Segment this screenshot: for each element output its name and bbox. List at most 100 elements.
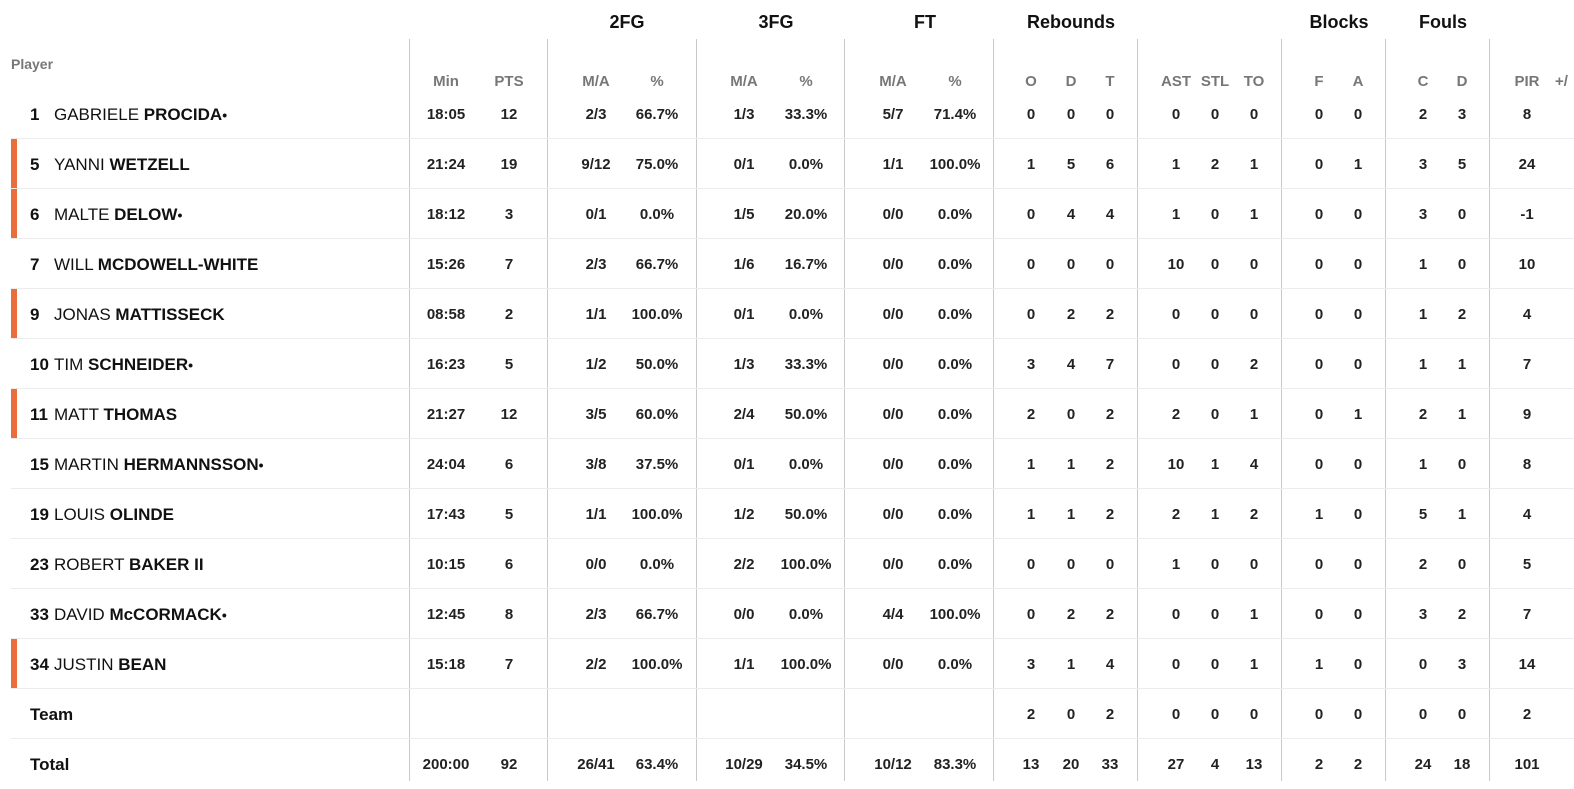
stat-cell: 34.5%	[784, 756, 828, 773]
player-name-link[interactable]: MALTE DELOW•	[54, 205, 182, 225]
player-name-link[interactable]: DAVID McCORMACK•	[54, 605, 227, 625]
column-header[interactable]: O	[1025, 73, 1037, 90]
player-name-link[interactable]: JONAS MATTISSECK	[54, 305, 225, 325]
stat-cell: 2	[1457, 606, 1467, 623]
column-header[interactable]: %	[650, 73, 664, 90]
stat-cell: 0.0%	[937, 456, 973, 473]
stat-cell: 0	[1210, 406, 1220, 423]
player-name-link[interactable]: TIM SCHNEIDER•	[54, 355, 193, 375]
stat-cell: 0	[1353, 706, 1363, 723]
stat-cell: 1	[1353, 156, 1363, 173]
stat-cell: 10	[1167, 256, 1185, 273]
column-header[interactable]: TO	[1243, 73, 1265, 90]
column-header[interactable]: M/A	[879, 73, 907, 90]
player-row[interactable]: 5 YANNI WETZELL 21:24 19 9/12 75.0% 0/1 0.0% 1/1…	[11, 139, 1574, 189]
stat-cell: 0	[1066, 706, 1076, 723]
stat-cell: 0/1	[733, 156, 755, 173]
player-row[interactable]: 23 ROBERT BAKER II 10:15 6 0/0 0.0% 2/2 100.0% 0…	[11, 539, 1574, 589]
stat-cell: 8	[504, 606, 514, 623]
column-header[interactable]: M/A	[582, 73, 610, 90]
stat-cell: 0	[1353, 556, 1363, 573]
player-name-link[interactable]: JUSTIN BEAN	[54, 655, 166, 675]
player-row[interactable]: 11 MATT THOMAS 21:27 12 3/5 60.0% 2/4 50.0% 0/0 0…	[11, 389, 1574, 439]
player-name-link[interactable]: LOUIS OLINDE	[54, 505, 174, 525]
stat-cell: 1	[1171, 556, 1181, 573]
player-row[interactable]: 19 LOUIS OLINDE 17:43 5 1/1 100.0% 1/2 50.0% 0/0…	[11, 489, 1574, 539]
player-first-name: TIM	[54, 355, 84, 374]
column-header[interactable]: AST	[1161, 73, 1191, 90]
player-number: 5	[30, 155, 40, 174]
player-row[interactable]: 15 MARTIN HERMANNSSON• 24:04 6 3/8 37.5% 0/1 0.…	[11, 439, 1574, 489]
stat-cell: 100.0%	[631, 656, 683, 673]
player-first-name: YANNI	[54, 155, 105, 174]
player-last-name: PROCIDA	[143, 105, 223, 124]
stat-cell: 0	[1210, 556, 1220, 573]
column-header[interactable]: C	[1417, 73, 1429, 90]
stat-cell: 101	[1514, 756, 1540, 773]
stat-cell: 2	[1026, 406, 1036, 423]
stat-cell: 21:24	[426, 156, 466, 173]
stat-cell: 5	[1522, 556, 1532, 573]
column-header[interactable]: +/	[1555, 73, 1568, 90]
player-name-link[interactable]: ROBERT BAKER II	[54, 555, 204, 575]
player-name-link[interactable]: YANNI WETZELL	[54, 155, 190, 175]
column-header[interactable]: PTS	[494, 73, 524, 90]
stat-cell: 0	[1026, 306, 1036, 323]
column-header[interactable]: M/A	[730, 73, 758, 90]
column-header[interactable]: Min	[433, 73, 459, 90]
stat-cell: 1	[1026, 456, 1036, 473]
player-name-link[interactable]: WILL MCDOWELL-WHITE	[54, 255, 258, 275]
player-row[interactable]: 9 JONAS MATTISSECK 08:58 2 1/1 100.0% 0/1 0.0% 0…	[11, 289, 1574, 339]
column-header[interactable]: D	[1065, 73, 1077, 90]
stat-cell: 63.4%	[635, 756, 679, 773]
player-last-name: MCDOWELL-WHITE	[97, 255, 259, 274]
stat-cell: 0	[1171, 656, 1181, 673]
column-divider	[1385, 39, 1386, 781]
stat-cell: 2	[1249, 356, 1259, 373]
stat-cell: 0	[1210, 356, 1220, 373]
column-header[interactable]: %	[799, 73, 813, 90]
stat-cell: 10:15	[426, 556, 466, 573]
row-separator	[11, 738, 1574, 739]
player-row[interactable]: 33 DAVID McCORMACK• 12:45 8 2/3 66.7% 0/0 0.0% 4…	[11, 589, 1574, 639]
stat-cell: 0.0%	[788, 306, 824, 323]
player-last-name: THOMAS	[103, 405, 178, 424]
column-header[interactable]: A	[1352, 73, 1364, 90]
column-header[interactable]: T	[1105, 73, 1115, 90]
stat-cell: 0	[1353, 256, 1363, 273]
stat-cell: 2	[1457, 306, 1467, 323]
column-header[interactable]: F	[1314, 73, 1324, 90]
player-row[interactable]: 10 TIM SCHNEIDER• 16:23 5 1/2 50.0% 1/3 33.3% 0/…	[11, 339, 1574, 389]
player-row[interactable]: 34 JUSTIN BEAN 15:18 7 2/2 100.0% 1/1 100.0% 0/0…	[11, 639, 1574, 689]
column-header[interactable]: STL	[1200, 73, 1230, 90]
player-row[interactable]: 6 MALTE DELOW• 18:12 3 0/1 0.0% 1/5 20.0% 0/0 0.0…	[11, 189, 1574, 239]
column-header[interactable]: D	[1456, 73, 1468, 90]
player-name-link[interactable]: GABRIELE PROCIDA•	[54, 105, 227, 125]
column-header[interactable]: %	[948, 73, 962, 90]
stat-cell: 1	[1249, 156, 1259, 173]
row-separator	[11, 588, 1574, 589]
player-row[interactable]: 7 WILL MCDOWELL-WHITE 15:26 7 2/3 66.7% 1/6 16.…	[11, 239, 1574, 289]
column-header[interactable]: PIR	[1514, 73, 1540, 90]
stat-cell: 1	[1418, 456, 1428, 473]
player-name-link[interactable]: MATT THOMAS	[54, 405, 177, 425]
stat-cell: 0	[1418, 706, 1428, 723]
stat-cell: 0.0%	[639, 206, 675, 223]
player-number: 9	[30, 305, 40, 324]
stat-cell: 0/1	[733, 306, 755, 323]
group-header-2fg: 2FG	[609, 12, 645, 32]
stat-cell: 3	[1026, 656, 1036, 673]
stat-cell: 2	[1418, 406, 1428, 423]
stat-cell: 5	[504, 506, 514, 523]
player-last-name: BAKER II	[128, 555, 204, 574]
row-separator	[11, 488, 1574, 489]
row-separator	[11, 688, 1574, 689]
stat-cell: 2	[1105, 606, 1115, 623]
player-name-link[interactable]: MARTIN HERMANNSSON•	[54, 455, 264, 475]
stat-cell: 1	[1249, 206, 1259, 223]
player-first-name: JUSTIN	[54, 655, 114, 674]
player-row[interactable]: 1 GABRIELE PROCIDA• 18:05 12 2/3 66.7% 1/3 33.3…	[11, 89, 1574, 139]
stat-cell: 0	[1105, 256, 1115, 273]
player-last-name: MATTISSECK	[115, 305, 225, 324]
player-number: 33	[30, 605, 49, 624]
